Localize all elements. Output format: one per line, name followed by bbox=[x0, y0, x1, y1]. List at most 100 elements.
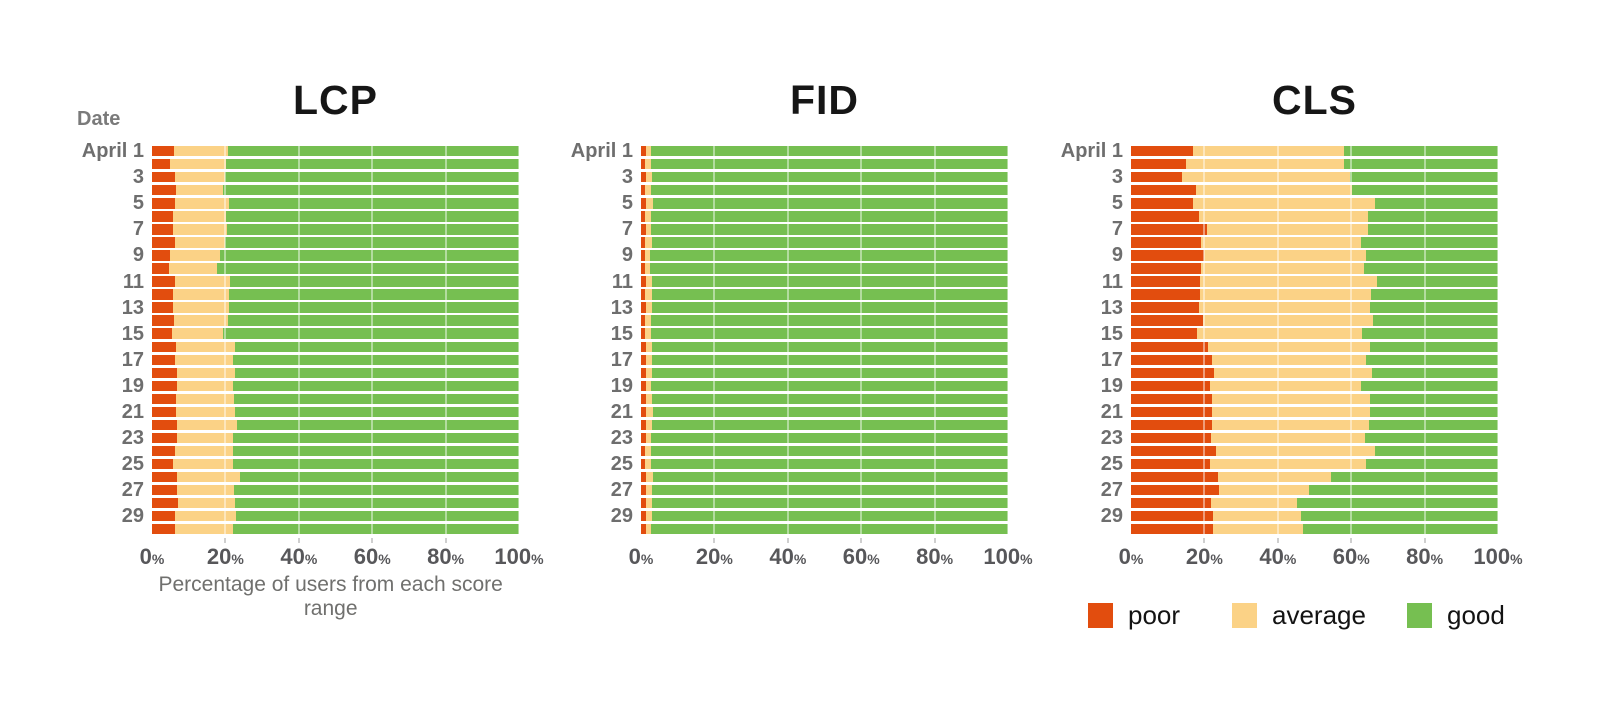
bar-segment-average bbox=[174, 146, 228, 157]
x-tick-number: 80 bbox=[916, 544, 941, 569]
bar-segment-average bbox=[645, 432, 652, 444]
bar-segment-poor bbox=[1131, 497, 1211, 509]
y-tick-label: 17 bbox=[121, 348, 144, 371]
bar-segment-average bbox=[177, 380, 234, 391]
bar-segment-average bbox=[169, 263, 217, 274]
bar-segment-good bbox=[1361, 380, 1498, 391]
y-tick-label: 13 bbox=[1100, 296, 1123, 319]
y-tick-label: 25 bbox=[121, 453, 144, 475]
bar-segment-average bbox=[1197, 328, 1363, 339]
axis-tick bbox=[444, 538, 447, 543]
bar-segment-poor bbox=[641, 211, 646, 222]
chart-title-fid: FID bbox=[789, 77, 860, 123]
bar-segment-poor bbox=[641, 419, 646, 431]
y-tick-label: 15 bbox=[1100, 322, 1123, 345]
percent-sign: % bbox=[793, 551, 807, 567]
y-tick-label: 23 bbox=[610, 426, 633, 449]
bar-segment-average bbox=[175, 393, 234, 405]
bar-segment-poor bbox=[152, 302, 173, 313]
stacked-bar-row bbox=[1131, 341, 1498, 352]
stacked-bar-row bbox=[152, 484, 519, 496]
bar-segment-poor bbox=[641, 146, 646, 157]
bar-segment-average bbox=[645, 458, 651, 470]
bar-segment-poor bbox=[152, 224, 174, 235]
stacked-bar-row bbox=[641, 367, 1008, 378]
percent-sign: % bbox=[151, 551, 165, 567]
bar-segment-average bbox=[645, 445, 652, 457]
legend-item-good: good bbox=[1407, 602, 1505, 628]
bar-segment-average bbox=[173, 211, 227, 222]
x-tick-label: 100% bbox=[494, 544, 543, 570]
x-tick-label: 20% bbox=[207, 544, 244, 570]
bar-segment-good bbox=[1302, 523, 1498, 535]
stacked-bar-row bbox=[641, 419, 1008, 431]
bar-segment-good bbox=[233, 432, 519, 444]
stacked-bar-row bbox=[1131, 211, 1498, 222]
gridline bbox=[1497, 146, 1499, 537]
stacked-bar-row bbox=[641, 224, 1008, 235]
bar-segment-poor bbox=[152, 263, 170, 274]
stacked-bar-row bbox=[152, 198, 519, 209]
percent-sign: % bbox=[640, 551, 654, 567]
bar-segment-average bbox=[1211, 393, 1370, 405]
stacked-bar-row bbox=[641, 302, 1008, 313]
bar-segment-good bbox=[226, 224, 519, 235]
bar-segment-poor bbox=[152, 289, 174, 300]
stacked-bar-row bbox=[1131, 159, 1498, 170]
bar-segment-average bbox=[645, 211, 652, 222]
stacked-bar-row bbox=[641, 380, 1008, 391]
bar-segment-good bbox=[230, 276, 519, 287]
bar-segment-poor bbox=[152, 367, 177, 378]
bar-segment-poor bbox=[1131, 250, 1204, 261]
bar-segment-good bbox=[1343, 146, 1498, 157]
stacked-bar-row bbox=[152, 211, 519, 222]
percent-sign: % bbox=[451, 551, 465, 567]
bar-segment-average bbox=[175, 276, 231, 287]
bar-segment-good bbox=[1365, 458, 1498, 470]
bar-segment-good bbox=[223, 185, 519, 196]
stacked-bar-row bbox=[641, 432, 1008, 444]
percent-sign: % bbox=[531, 551, 544, 567]
percent-sign: % bbox=[304, 551, 318, 567]
stacked-bar-row bbox=[1131, 146, 1498, 157]
stacked-bar-row bbox=[152, 510, 519, 522]
bar-segment-good bbox=[227, 315, 519, 326]
bar-segment-poor bbox=[1131, 315, 1203, 326]
axis-tick bbox=[1350, 538, 1353, 543]
bar-segment-poor bbox=[641, 432, 646, 444]
bar-segment-good bbox=[651, 276, 1008, 287]
chart-lcp: LCP Date April 1 3 5 7 9 11 13 15 17 19 21 23 25 27 29 0%… bbox=[77, 77, 544, 620]
stacked-bar-row bbox=[641, 263, 1008, 274]
x-tick-label: 60% bbox=[1333, 544, 1370, 570]
bar-segment-poor bbox=[1131, 354, 1212, 365]
bar-segment-good bbox=[1375, 445, 1498, 457]
percent-sign: % bbox=[1020, 551, 1033, 567]
bar-segment-poor bbox=[152, 458, 173, 470]
axis-tick bbox=[786, 538, 789, 543]
bar-segment-average bbox=[1210, 380, 1362, 391]
bar-segment-good bbox=[650, 185, 1008, 196]
bar-segment-average bbox=[645, 237, 652, 248]
legend-swatch-poor bbox=[1088, 602, 1113, 628]
y-tick-label: 7 bbox=[1111, 218, 1123, 241]
bar-segment-average bbox=[1199, 276, 1377, 287]
x-tick-number: 20 bbox=[695, 544, 721, 569]
x-tick-label: 0% bbox=[140, 544, 165, 570]
bar-segment-poor bbox=[641, 237, 646, 248]
stacked-bar-row bbox=[1131, 484, 1498, 496]
bar-segment-good bbox=[649, 263, 1008, 274]
bar-segment-poor bbox=[641, 354, 646, 365]
x-tick-label: 60% bbox=[843, 544, 880, 570]
bar-segment-poor bbox=[1131, 159, 1186, 170]
bar-segment-average bbox=[1201, 237, 1361, 248]
bar-segment-average bbox=[645, 341, 653, 352]
gridline bbox=[786, 146, 789, 537]
bar-segment-good bbox=[1368, 419, 1498, 431]
bar-segment-poor bbox=[1131, 237, 1202, 248]
bar-segment-poor bbox=[152, 497, 179, 509]
bar-segment-average bbox=[172, 302, 230, 313]
bar-segment-poor bbox=[641, 302, 646, 313]
bar-segment-good bbox=[652, 367, 1008, 378]
percent-sign: % bbox=[1130, 551, 1144, 567]
